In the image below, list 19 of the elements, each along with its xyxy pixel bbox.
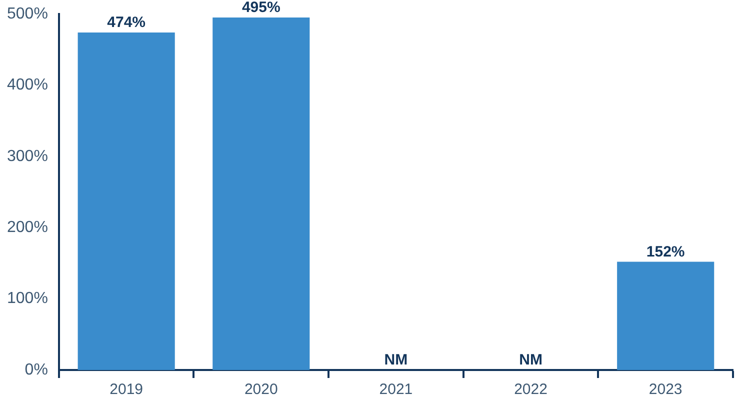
x-tick-label: 2019 [110, 381, 144, 398]
y-tick-label: 500% [7, 5, 48, 22]
y-tick-label: 200% [7, 219, 48, 236]
bar [212, 18, 310, 370]
x-tick-label: 2021 [379, 381, 413, 398]
text: NM [384, 352, 408, 369]
bar [78, 32, 175, 370]
text: NM [519, 352, 542, 369]
bar [617, 262, 714, 370]
x-tick-label: 2022 [514, 381, 548, 398]
y-tick-label: 100% [7, 290, 48, 308]
data-label: 495% [242, 0, 280, 16]
data-label: 474% [107, 14, 146, 32]
x-tick-label: 2020 [244, 381, 278, 398]
data-label: 152% [646, 243, 685, 260]
y-tick-label: 0% [24, 361, 48, 378]
y-tick-label: 300% [7, 148, 48, 165]
y-tick-label: 400% [7, 76, 48, 94]
x-tick-label: 2023 [648, 381, 682, 398]
